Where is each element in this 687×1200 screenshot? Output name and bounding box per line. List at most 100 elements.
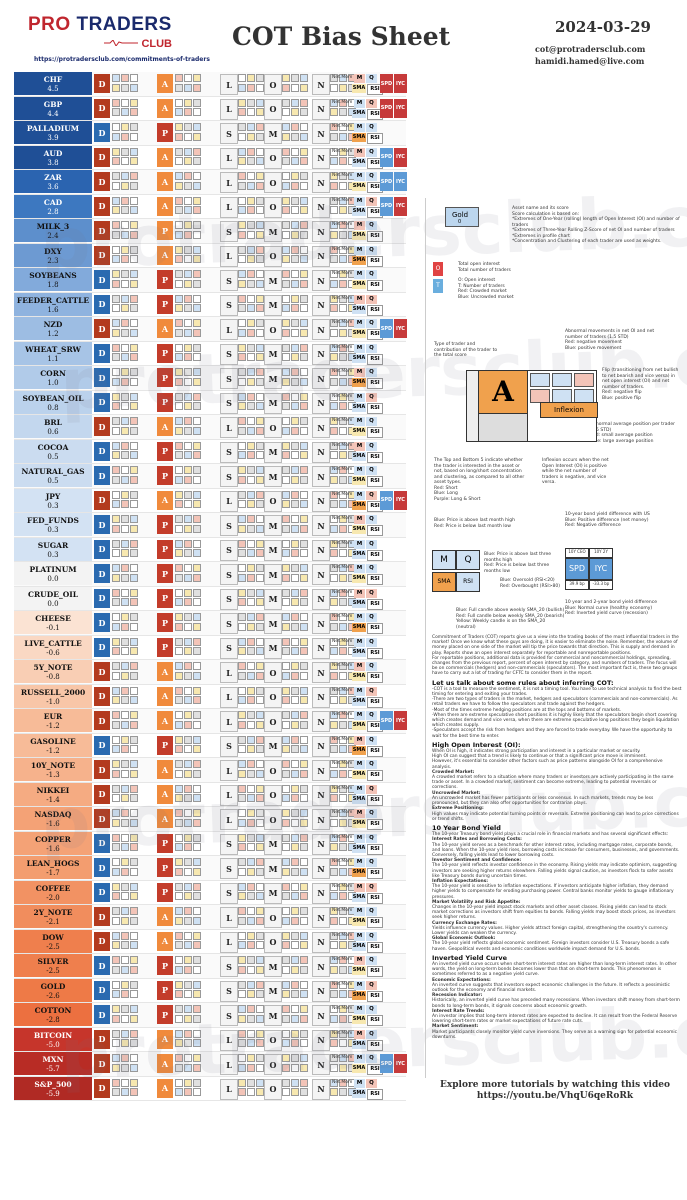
mini-indicator bbox=[339, 892, 347, 900]
mini-indicator bbox=[193, 245, 201, 254]
trader-cell-o: O bbox=[264, 931, 282, 953]
sma-indicator: SMA bbox=[352, 304, 366, 314]
trader-cell-d: D bbox=[94, 343, 110, 363]
mini-indicator bbox=[184, 647, 192, 655]
asset-cell[interactable]: RUSSELL_2000 -1.0 bbox=[14, 684, 92, 708]
mini-indicator bbox=[256, 588, 264, 597]
asset-cell[interactable]: NASDAQ -1.6 bbox=[14, 807, 92, 830]
asset-cell[interactable]: SILVER -2.5 bbox=[14, 954, 92, 977]
mini-indicator bbox=[330, 515, 338, 523]
asset-cell[interactable]: 5Y_NOTE -0.8 bbox=[14, 660, 92, 683]
asset-cell[interactable]: EUR -1.2 bbox=[14, 709, 92, 732]
mini-indicator bbox=[282, 255, 290, 263]
trader-cell-o: O bbox=[264, 760, 282, 781]
asset-cell[interactable]: NATURAL_GAS 0.5 bbox=[14, 464, 92, 487]
asset-cell[interactable]: AUD 3.8 bbox=[14, 145, 92, 169]
mini-indicator bbox=[130, 270, 138, 278]
mini-indicator bbox=[282, 206, 290, 214]
mini-indicator bbox=[256, 98, 264, 107]
asset-cell[interactable]: GASOLINE -1.2 bbox=[14, 733, 92, 757]
asset-cell[interactable]: COPPER -1.6 bbox=[14, 831, 92, 855]
net-mom-label: Net.Mom bbox=[332, 491, 353, 497]
mini-indicator bbox=[193, 304, 201, 312]
trader-cell-o: O bbox=[264, 1029, 282, 1051]
mini-indicator bbox=[238, 564, 246, 572]
asset-cell[interactable]: CAD 2.8 bbox=[14, 194, 92, 218]
asset-cell[interactable]: FEEDER_CATTLE 1.6 bbox=[14, 292, 92, 316]
asset-cell[interactable]: NZD 1.2 bbox=[14, 317, 92, 340]
asset-cell[interactable]: COCOA 0.5 bbox=[14, 439, 92, 463]
asset-cell[interactable]: GOLD -2.6 bbox=[14, 978, 92, 1002]
trader-mini-grid bbox=[282, 613, 310, 632]
rsi-indicator: RSI bbox=[367, 1088, 383, 1100]
asset-cell[interactable]: SUGAR 0.3 bbox=[14, 537, 92, 561]
asset-score: -2.0 bbox=[46, 893, 60, 902]
mini-indicator bbox=[291, 1014, 299, 1023]
asset-cell[interactable]: NIKKEI -1.4 bbox=[14, 782, 92, 806]
asset-cell[interactable]: COTTON -2.8 bbox=[14, 1003, 92, 1026]
asset-cell[interactable]: SOYBEANS 1.8 bbox=[14, 268, 92, 291]
mini-indicator bbox=[193, 230, 201, 239]
trader-mini-grid bbox=[112, 490, 140, 510]
mini-indicator bbox=[339, 132, 347, 141]
mini-indicator bbox=[175, 956, 183, 964]
asset-cell[interactable]: DXY 2.3 bbox=[14, 243, 92, 267]
asset-cell[interactable]: SOYBEAN_OIL 0.8 bbox=[14, 390, 92, 414]
asset-cell[interactable]: WHEAT_SRW 1.1 bbox=[14, 341, 92, 365]
mini-indicator bbox=[282, 696, 290, 704]
mini-indicator bbox=[112, 745, 120, 753]
mini-indicator bbox=[339, 622, 347, 631]
asset-cell[interactable]: BRL 0.6 bbox=[14, 415, 92, 438]
site-url-link[interactable]: https://protradersclub.com/commitments-o… bbox=[34, 56, 210, 63]
asset-cell[interactable]: JPY 0.3 bbox=[14, 488, 92, 512]
q-indicator: Q bbox=[366, 123, 377, 132]
asset-cell[interactable]: GBP 4.4 bbox=[14, 96, 92, 120]
mini-indicator bbox=[256, 108, 264, 116]
mini-indicator bbox=[291, 941, 299, 949]
asset-cell[interactable]: COFFEE -2.0 bbox=[14, 880, 92, 904]
email-link-2[interactable]: hamidi.hamed@live.com bbox=[535, 56, 645, 66]
mini-indicator bbox=[112, 686, 120, 695]
asset-cell[interactable]: CHEESE -0.1 bbox=[14, 611, 92, 634]
mini-indicator bbox=[175, 598, 183, 606]
trader-cell-d: D bbox=[94, 1078, 110, 1098]
net-mom-label: Net.Mom bbox=[332, 981, 353, 987]
asset-cell[interactable]: S&P_500 -5.9 bbox=[14, 1076, 92, 1100]
asset-cell[interactable]: CORN 1.0 bbox=[14, 366, 92, 389]
mini-indicator bbox=[330, 1088, 338, 1096]
asset-cell[interactable]: DOW -2.5 bbox=[14, 929, 92, 953]
mini-indicator bbox=[130, 843, 138, 851]
trader-cell-a: A bbox=[157, 907, 173, 926]
asset-cell[interactable]: PLATINUM 0.0 bbox=[14, 562, 92, 585]
asset-cell[interactable]: MILK_3 2.4 bbox=[14, 219, 92, 242]
email-link-1[interactable]: cot@protradersclub.com bbox=[535, 44, 646, 54]
asset-cell[interactable]: LIVE_CATTLE -0.6 bbox=[14, 635, 92, 659]
mini-indicator bbox=[238, 426, 246, 435]
trader-cell-l: S bbox=[220, 343, 238, 365]
asset-cell[interactable]: ZAR 3.6 bbox=[14, 170, 92, 193]
video-link[interactable]: https://youtu.be/VhqU6qeRoRk bbox=[476, 1091, 634, 1101]
asset-cell[interactable]: LEAN_HOGS -1.7 bbox=[14, 856, 92, 879]
asset-cell[interactable]: PALLADIUM 3.9 bbox=[14, 121, 92, 144]
asset-cell[interactable]: FED_FUNDS 0.3 bbox=[14, 513, 92, 536]
article-p3j: Yields influence currency values. Higher… bbox=[432, 925, 669, 936]
mini-indicator bbox=[238, 686, 246, 695]
trader-mini-grid bbox=[238, 931, 266, 951]
asset-cell[interactable]: 10Y_NOTE -1.3 bbox=[14, 758, 92, 781]
mini-indicator bbox=[121, 328, 129, 337]
sma-indicator: SMA bbox=[352, 329, 366, 338]
mini-indicator bbox=[256, 809, 264, 817]
trader-mini-grid bbox=[282, 662, 310, 681]
mini-indicator bbox=[238, 1078, 246, 1087]
mini-indicator bbox=[339, 392, 347, 401]
asset-cell[interactable]: CHF 4.5 bbox=[14, 72, 92, 95]
mini-indicator bbox=[121, 490, 129, 499]
asset-cell[interactable]: 2Y_NOTE -2.1 bbox=[14, 905, 92, 928]
asset-cell[interactable]: CRUDE_OIL 0.0 bbox=[14, 586, 92, 610]
mini-indicator bbox=[330, 441, 338, 450]
sma-indicator: SMA bbox=[352, 1064, 366, 1073]
asset-cell[interactable]: MXN -5.7 bbox=[14, 1052, 92, 1075]
trader-cell-d: D bbox=[94, 392, 110, 412]
asset-cell[interactable]: BITCOIN -5.0 bbox=[14, 1027, 92, 1051]
logo[interactable]: PRO TRADERS CLUB bbox=[28, 14, 178, 64]
